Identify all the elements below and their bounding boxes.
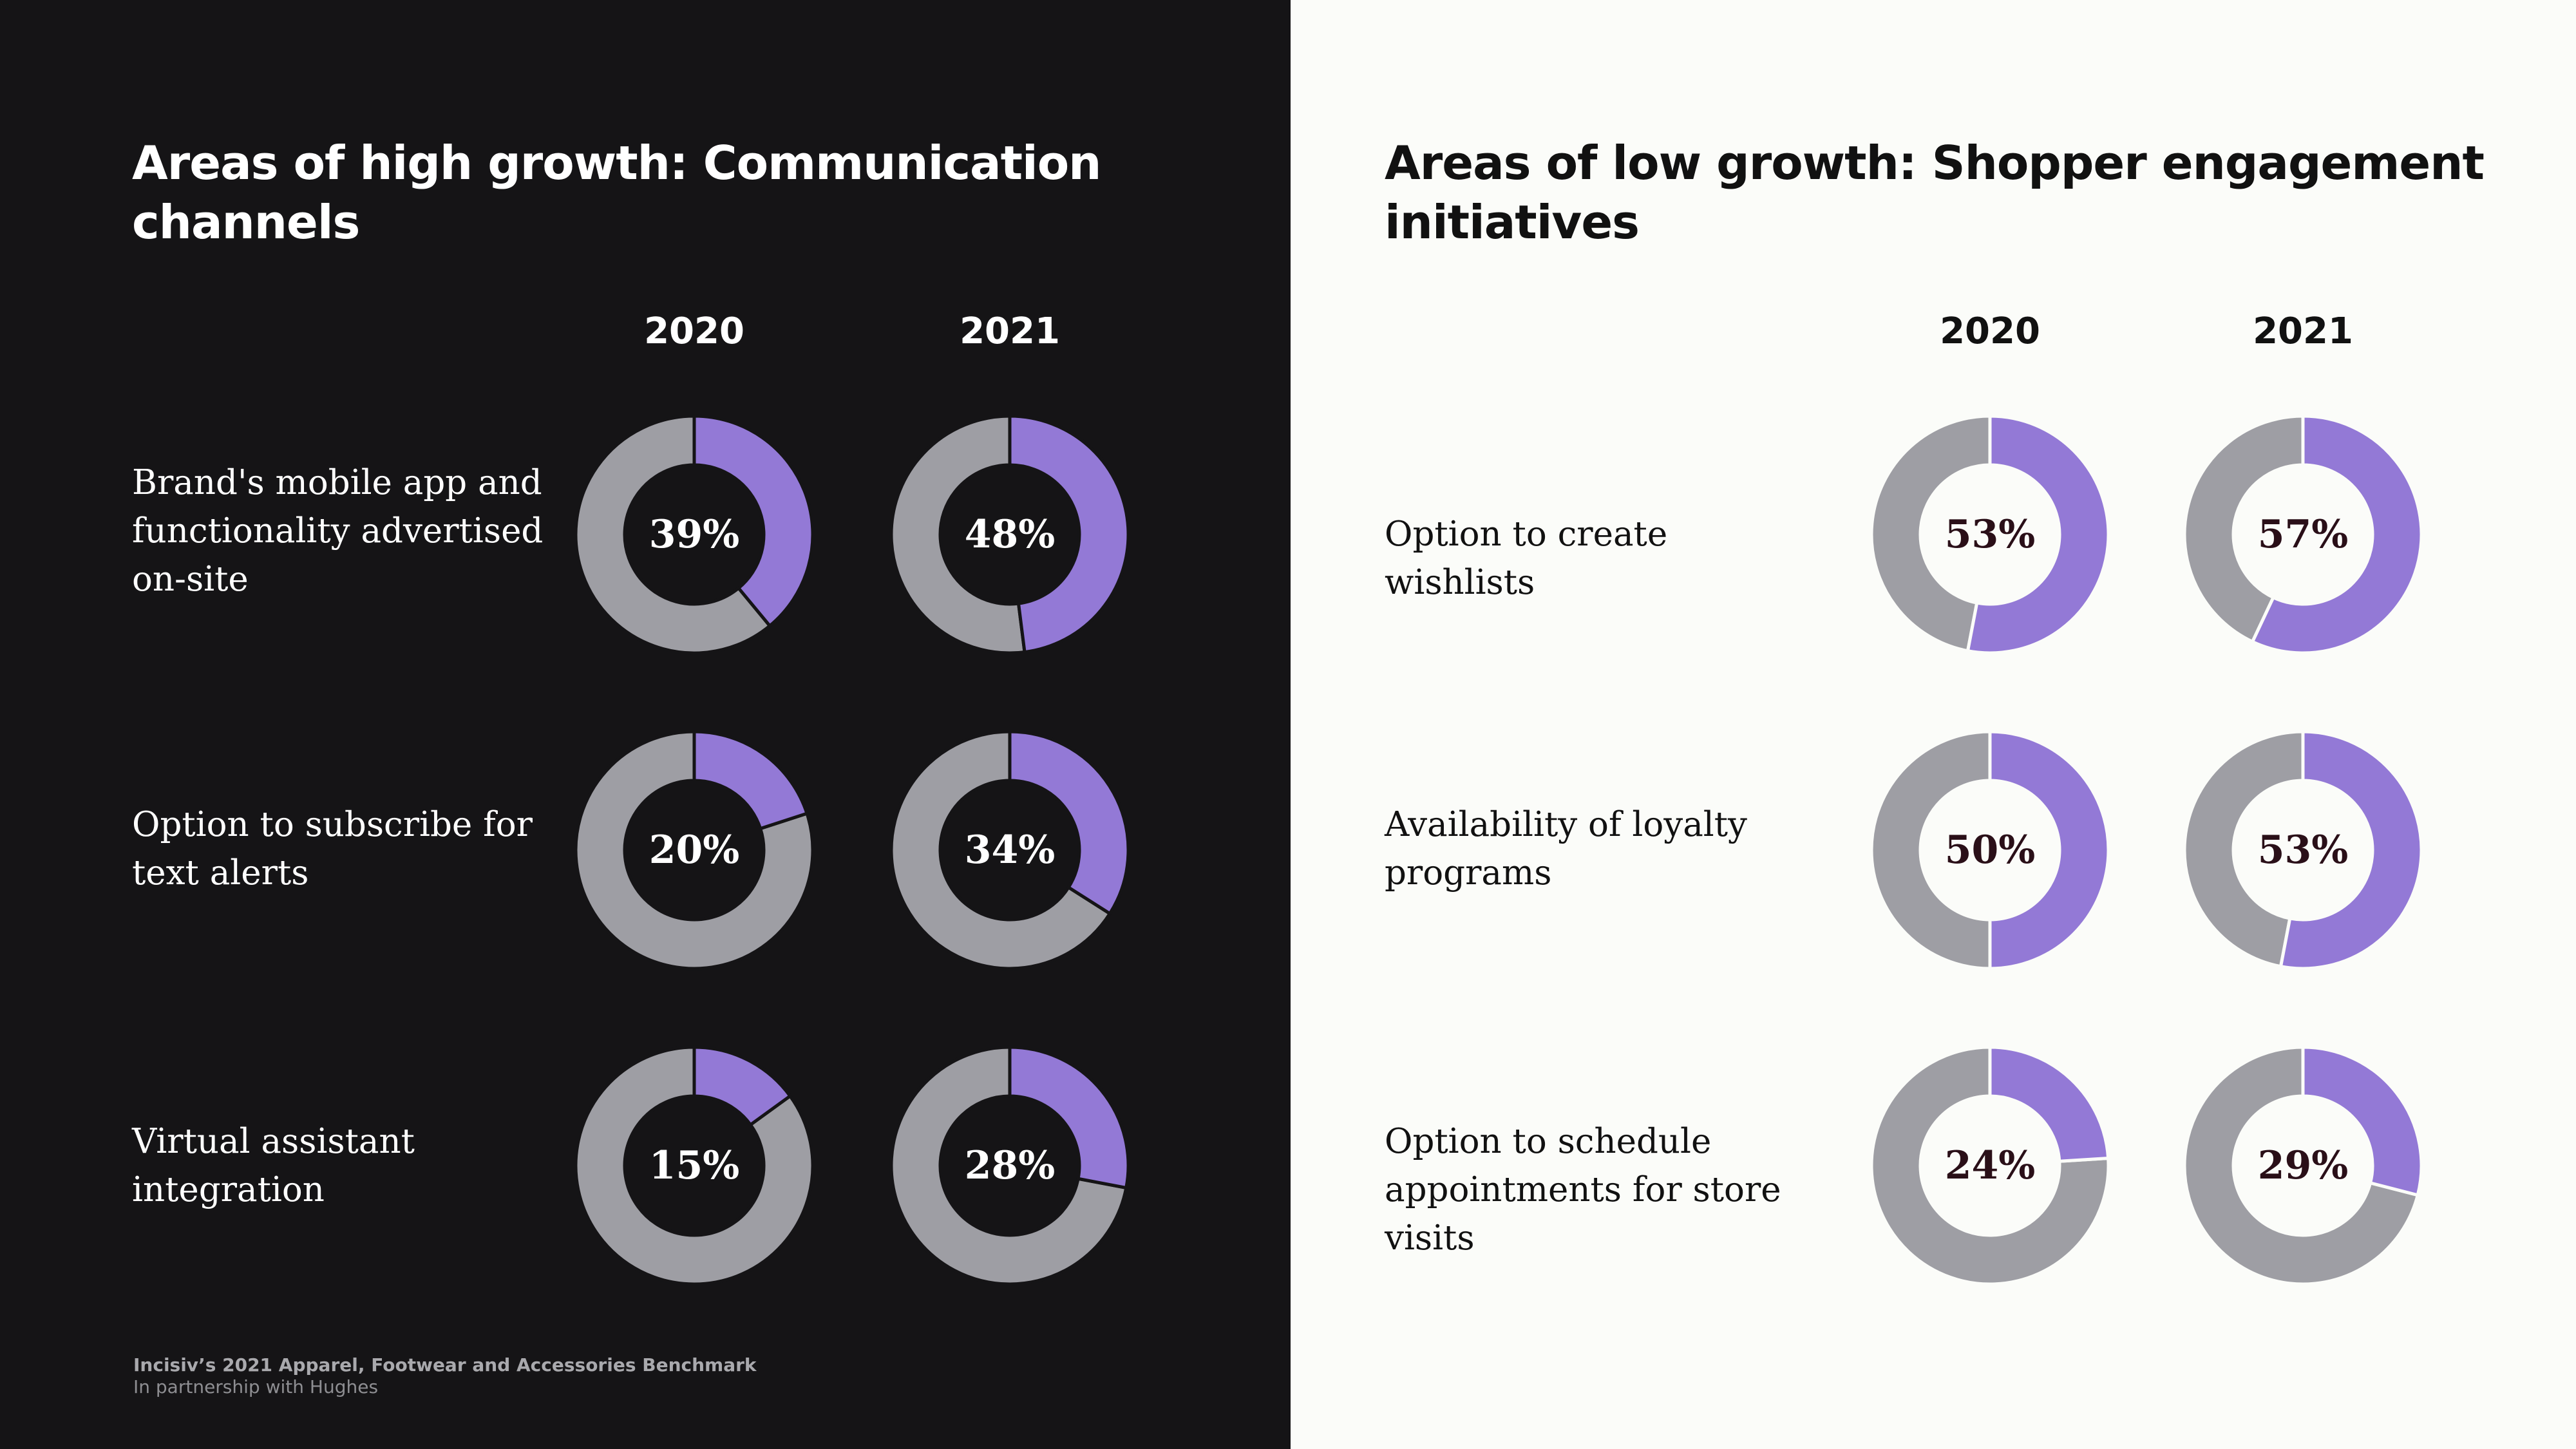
right-year-2021: 2021 [2253, 310, 2353, 352]
donut-value-slice [2301, 1045, 2423, 1197]
donut-value-label: 53% [1944, 512, 2036, 557]
donut-value-slice [692, 414, 815, 628]
donut-svg [574, 730, 815, 971]
donut-value-slice [2279, 730, 2423, 971]
donut-remainder-slice [2183, 414, 2305, 643]
donut-svg [574, 1045, 815, 1286]
left-panel: Areas of high growth: Communication chan… [0, 0, 1291, 1449]
donut-remainder-slice [1870, 1045, 2110, 1286]
donut-value-slice [1966, 414, 2110, 655]
donut-value-slice [1008, 730, 1130, 916]
left-row-3-label: Virtual assistant integration [132, 1122, 415, 1209]
donut-value-label: 15% [649, 1143, 740, 1188]
donut-svg [1870, 730, 2110, 971]
right-title: Areas of low growth: Shopper engagement … [1385, 136, 2485, 249]
donut-remainder-slice [2183, 730, 2305, 969]
donut-left-r3-2020: 15% [572, 1043, 817, 1288]
left-row-1-label: Brand's mobile app and functionality adv… [132, 463, 544, 599]
left-year-2020: 2020 [644, 310, 744, 352]
donut-remainder-slice [889, 1045, 1128, 1286]
donut-value-slice [692, 730, 809, 831]
footer-source: Incisiv’s 2021 Apparel, Footwear and Acc… [133, 1354, 757, 1376]
donut-right-r2-2020: 50% [1868, 728, 2112, 972]
donut-svg [2183, 1045, 2423, 1286]
donut-svg [2183, 730, 2423, 971]
donut-right-r3-2021: 29% [2181, 1043, 2425, 1288]
donut-value-label: 24% [1944, 1143, 2036, 1188]
donut-remainder-slice [574, 1045, 815, 1286]
donut-svg [889, 414, 1130, 655]
donut-svg [2183, 414, 2423, 655]
left-title: Areas of high growth: Communication chan… [132, 136, 1101, 249]
donut-remainder-slice [574, 414, 772, 655]
donut-right-r3-2020: 24% [1868, 1043, 2112, 1288]
donut-svg [889, 730, 1130, 971]
donut-right-r1-2021: 57% [2181, 412, 2425, 657]
right-panel: Areas of low growth: Shopper engagement … [1291, 0, 2576, 1449]
donut-value-label: 39% [649, 512, 740, 557]
left-year-2021: 2021 [960, 310, 1060, 352]
donut-value-label: 28% [964, 1143, 1056, 1188]
donut-value-slice [1988, 730, 2110, 971]
donut-remainder-slice [2183, 1045, 2420, 1286]
donut-value-slice [1988, 1045, 2110, 1163]
left-row-2-label: Option to subscribe for text alerts [132, 805, 533, 893]
donut-value-slice [2251, 414, 2423, 655]
donut-svg [889, 1045, 1130, 1286]
donut-remainder-slice [889, 730, 1112, 971]
donut-remainder-slice [1870, 414, 1992, 653]
right-row-1-label: Option to create wishlists [1385, 515, 1668, 602]
donut-left-r2-2021: 34% [887, 728, 1132, 972]
donut-remainder-slice [1870, 730, 1992, 971]
footer-partner: In partnership with Hughes [133, 1376, 379, 1397]
donut-value-label: 53% [2257, 828, 2349, 873]
donut-value-label: 57% [2257, 512, 2349, 557]
donut-value-label: 20% [649, 828, 740, 873]
donut-value-label: 34% [964, 828, 1056, 873]
donut-svg [1870, 1045, 2110, 1286]
donut-remainder-slice [574, 730, 815, 971]
donut-value-slice [1008, 414, 1130, 654]
donut-value-label: 29% [2257, 1143, 2349, 1188]
donut-svg [1870, 414, 2110, 655]
right-row-3-label: Option to schedule appointments for stor… [1385, 1122, 1781, 1258]
donut-left-r1-2020: 39% [572, 412, 817, 657]
donut-value-slice [1008, 1045, 1130, 1189]
right-row-2-label: Availability of loyalty programs [1385, 805, 1747, 893]
donut-right-r2-2021: 53% [2181, 728, 2425, 972]
donut-value-slice [692, 1045, 792, 1127]
donut-left-r2-2020: 20% [572, 728, 817, 972]
right-year-2020: 2020 [1940, 310, 2040, 352]
donut-left-r1-2021: 48% [887, 412, 1132, 657]
donut-value-label: 48% [964, 512, 1056, 557]
donut-value-label: 50% [1944, 828, 2036, 873]
donut-right-r1-2020: 53% [1868, 412, 2112, 657]
donut-remainder-slice [889, 414, 1027, 655]
donut-svg [574, 414, 815, 655]
donut-left-r3-2021: 28% [887, 1043, 1132, 1288]
